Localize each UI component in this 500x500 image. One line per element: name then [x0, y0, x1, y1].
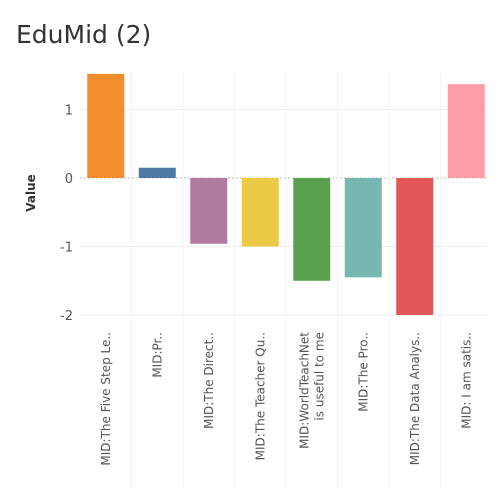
x-tick-label: MID:The Data Analys..: [408, 332, 422, 465]
bar[interactable]: [396, 178, 434, 315]
bar[interactable]: [138, 167, 176, 178]
x-tick-label: MID: I am satis..: [459, 332, 473, 429]
y-tick-label: 1: [65, 104, 73, 119]
x-tick-label: MID:The Five Step Le..: [99, 332, 113, 466]
y-tick-label: -2: [60, 309, 73, 324]
bar[interactable]: [190, 178, 228, 244]
x-tick-label: MID:The Pro..: [356, 332, 370, 412]
x-tick-label: MID:The Direct..: [202, 332, 216, 429]
y-tick-label: -1: [60, 241, 73, 256]
bar[interactable]: [293, 178, 331, 281]
chart-title: EduMid (2): [16, 20, 152, 49]
bar[interactable]: [87, 73, 125, 178]
y-tick-label: 0: [65, 172, 73, 187]
bar[interactable]: [241, 178, 279, 247]
x-tick-label: MID:WorldTeachNet: [297, 332, 311, 449]
bar[interactable]: [447, 84, 485, 178]
x-tick-label: is useful to me: [312, 332, 326, 421]
bar[interactable]: [344, 178, 382, 278]
x-tick-label: MID:Pr..: [150, 332, 164, 378]
x-tick-label: MID:The Teacher Qu..: [253, 332, 267, 460]
